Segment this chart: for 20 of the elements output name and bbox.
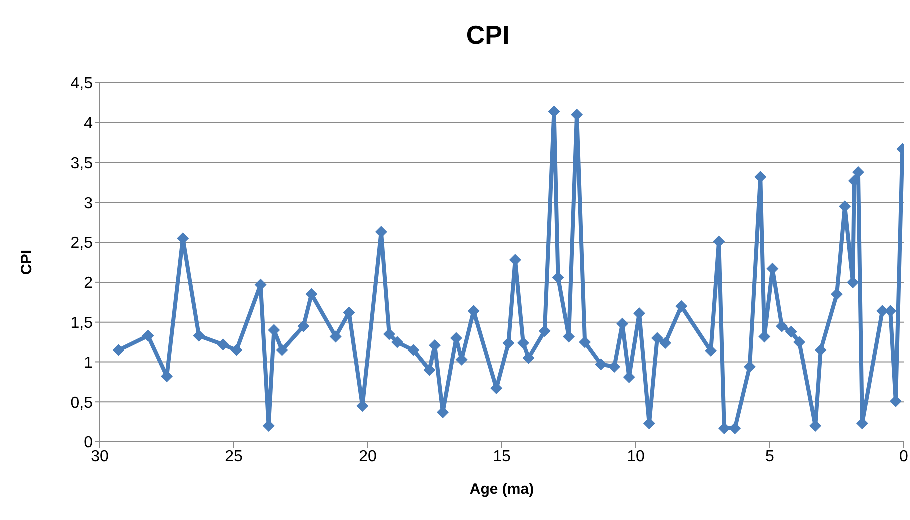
chart-title: CPI: [465, 19, 511, 52]
y-tick-label: 0,5: [70, 394, 94, 412]
x-tick-label: 25: [225, 448, 243, 466]
y-tick-label: 4: [84, 116, 94, 133]
y-tick-label: 3: [84, 195, 94, 212]
x-axis-title: Age (ma): [470, 481, 534, 498]
y-tick-label: 4,5: [70, 76, 94, 93]
x-tick-label: 20: [359, 448, 377, 466]
y-tick-label: 1: [84, 354, 94, 372]
y-tick-label: 3,5: [70, 155, 94, 172]
y-tick-label: 2: [84, 275, 94, 292]
x-tick-label: 30: [91, 448, 109, 466]
x-tick-label: 5: [766, 448, 775, 466]
x-tick-label: 10: [627, 448, 645, 466]
x-tick-label: 15: [493, 448, 511, 466]
y-tick-label: 1,5: [70, 315, 94, 332]
y-axis-title: CPI: [18, 250, 36, 276]
y-tick-label: 2,5: [70, 235, 94, 252]
x-tick-label: 0: [900, 448, 909, 466]
y-tick-label: 0: [84, 434, 94, 452]
